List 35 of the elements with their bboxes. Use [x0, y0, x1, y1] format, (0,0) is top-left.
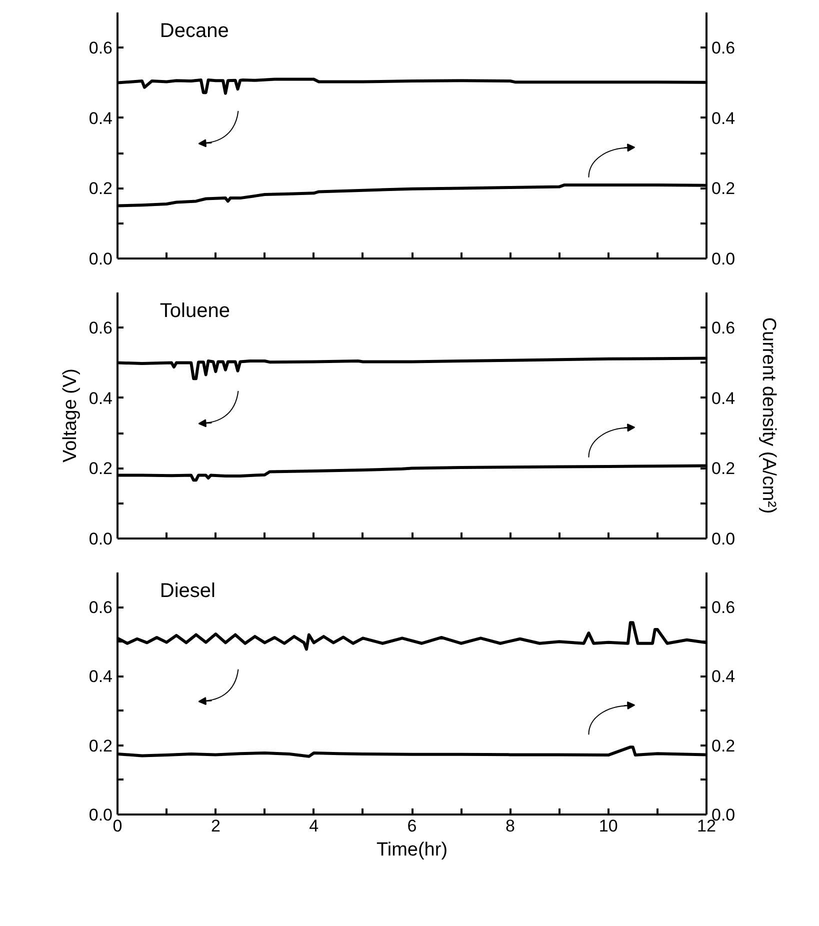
- y-tick-label: 0.0: [88, 806, 113, 824]
- y2-tick-label: 0.6: [712, 318, 736, 338]
- x-tick-label: 4: [309, 816, 319, 836]
- y2-tick-label: 0.6: [712, 598, 736, 618]
- chart-title: Decane: [160, 20, 229, 42]
- x-tick-label: 10: [598, 816, 618, 836]
- x-tick-label: 6: [407, 816, 417, 836]
- y2-tick-label: 0.4: [712, 388, 736, 408]
- y-tick-label: 0.2: [88, 459, 113, 478]
- y2-tick-label: 0.4: [712, 667, 736, 686]
- y-tick-label: 0.0: [88, 250, 113, 268]
- chart-title: Toluene: [160, 300, 230, 322]
- y2-tick-label: 0.0: [712, 250, 736, 268]
- y-tick-label: 0.4: [88, 667, 113, 686]
- x-tick-label: 8: [505, 816, 515, 836]
- x-tick-label: 0: [112, 816, 122, 836]
- x-axis-title: Time(hr): [376, 840, 448, 860]
- y-tick-label: 0.0: [88, 530, 113, 548]
- x-tick-label: 2: [210, 816, 220, 836]
- y-tick-label: 0.6: [88, 318, 113, 338]
- y-axis-title: Voltage (V): [60, 368, 81, 462]
- chart-title: Diesel: [160, 580, 216, 602]
- y-tick-label: 0.2: [88, 179, 113, 198]
- y2-tick-label: 0.2: [712, 459, 736, 478]
- y-tick-label: 0.2: [88, 736, 113, 756]
- y2-tick-label: 0.6: [712, 38, 736, 58]
- y-tick-label: 0.6: [88, 38, 113, 58]
- y-tick-label: 0.4: [88, 108, 113, 128]
- y-tick-label: 0.4: [88, 388, 113, 408]
- y2-tick-label: 0.4: [712, 108, 736, 128]
- y2-tick-label: 0.2: [712, 736, 736, 756]
- y2-axis-title: Current density (A/cm²): [758, 317, 780, 514]
- y-tick-label: 0.6: [88, 598, 113, 618]
- y2-tick-label: 0.0: [712, 530, 736, 548]
- y2-tick-label: 0.2: [712, 179, 736, 198]
